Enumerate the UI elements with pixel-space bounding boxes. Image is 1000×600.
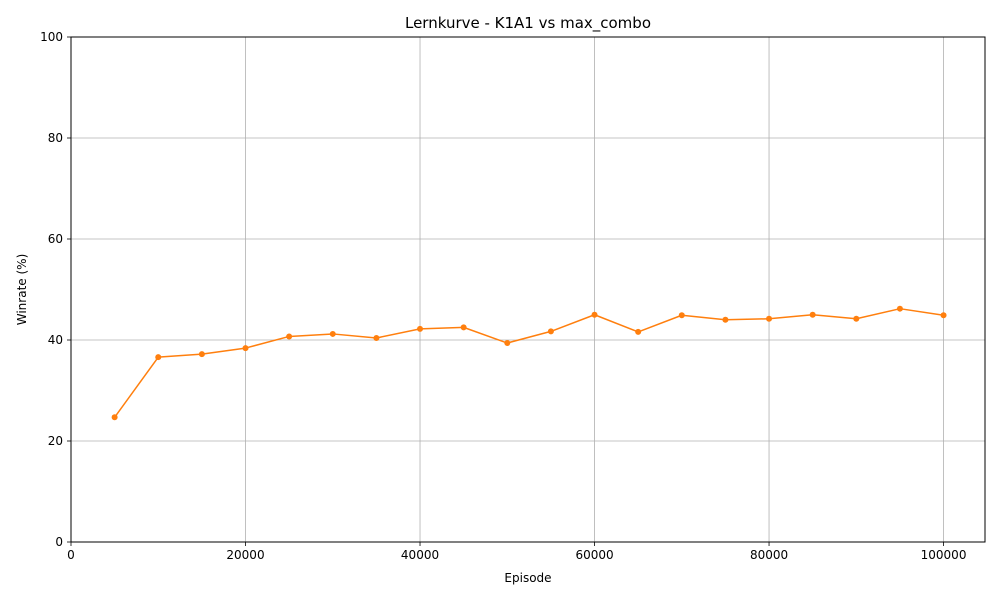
x-axis-label: Episode [504,571,551,585]
data-point [155,354,162,361]
y-tick-label: 100 [40,30,63,44]
data-point [547,328,554,335]
plot-frame [70,36,986,543]
y-tick-label: 40 [48,333,63,347]
data-point [286,333,293,340]
series-line [114,307,944,418]
data-point [635,328,642,335]
chart-title: Lernkurve - K1A1 vs max_combo [405,14,651,33]
data-point [329,330,336,337]
x-tick-label: 80000 [750,548,788,562]
x-tick-label: 0 [67,548,75,562]
data-point [940,312,947,319]
axis-ticks: 0 20000 40000 60000 80000 100000 0 20 40 60 80 100 [40,30,966,562]
y-tick-label: 60 [48,232,63,246]
data-point [722,316,729,323]
x-tick-label: 100000 [921,548,967,562]
x-tick-label: 40000 [401,548,439,562]
data-point [896,305,903,312]
y-axis-label: Winrate (%) [15,254,29,326]
x-tick-label: 60000 [575,548,613,562]
data-point [766,315,773,322]
data-point [417,325,424,332]
data-point [809,311,816,318]
data-point [460,324,467,331]
y-tick-label: 80 [48,131,63,145]
data-point [373,334,380,341]
data-point [853,315,860,322]
data-point [678,312,685,319]
data-point [111,414,118,421]
data-point [591,311,598,318]
data-point [198,351,205,358]
y-tick-label: 20 [48,434,63,448]
x-tick-label: 20000 [226,548,264,562]
data-point [504,340,511,347]
y-tick-label: 0 [55,535,63,549]
data-point [242,345,249,352]
series-layer [111,305,947,421]
